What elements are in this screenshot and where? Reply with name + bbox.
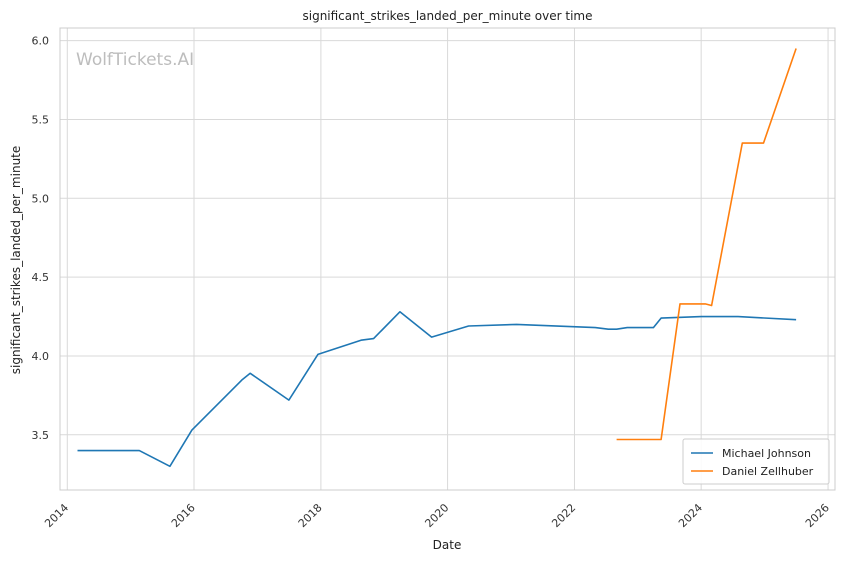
chart-title: significant_strikes_landed_per_minute ov…	[302, 9, 592, 23]
y-tick-label-5.5: 5.5	[32, 113, 50, 126]
x-tick-label-2022: 2022	[549, 501, 578, 530]
legend-box	[682, 438, 830, 485]
y-tick-labels: 3.5 4.0 4.5 5.0 5.5 6.0	[32, 35, 50, 442]
series-line-daniel-zellhuber	[616, 48, 797, 441]
y-tick-label-5.0: 5.0	[32, 192, 50, 205]
plot-frame	[59, 27, 836, 491]
series-layer	[77, 48, 797, 468]
y-tick-label-6.0: 6.0	[32, 35, 50, 48]
y-tick-label-3.5: 3.5	[32, 429, 50, 442]
legend-label-daniel-zellhuber: Daniel Zellhuber	[722, 465, 814, 478]
grid	[60, 28, 835, 490]
y-tick-label-4.0: 4.0	[32, 350, 50, 363]
x-tick-label-2024: 2024	[676, 501, 705, 530]
x-tick-label-2026: 2026	[803, 501, 832, 530]
watermark: WolfTickets.AI	[76, 50, 194, 70]
x-tick-labels: 2014 2016 2018 2020 2022 2024 2026	[42, 501, 832, 530]
legend-label-michael-johnson: Michael Johnson	[722, 447, 811, 460]
x-tick-label-2018: 2018	[296, 501, 325, 530]
legend: Michael Johnson Daniel Zellhuber	[682, 438, 830, 485]
x-tick-label-2016: 2016	[169, 501, 198, 530]
series-line-michael-johnson	[77, 310, 797, 468]
y-axis-label: significant_strikes_landed_per_minute	[9, 146, 23, 375]
x-tick-label-2020: 2020	[422, 501, 451, 530]
x-axis-label: Date	[433, 538, 462, 552]
y-tick-label-4.5: 4.5	[32, 271, 50, 284]
x-tick-label-2014: 2014	[42, 501, 71, 530]
